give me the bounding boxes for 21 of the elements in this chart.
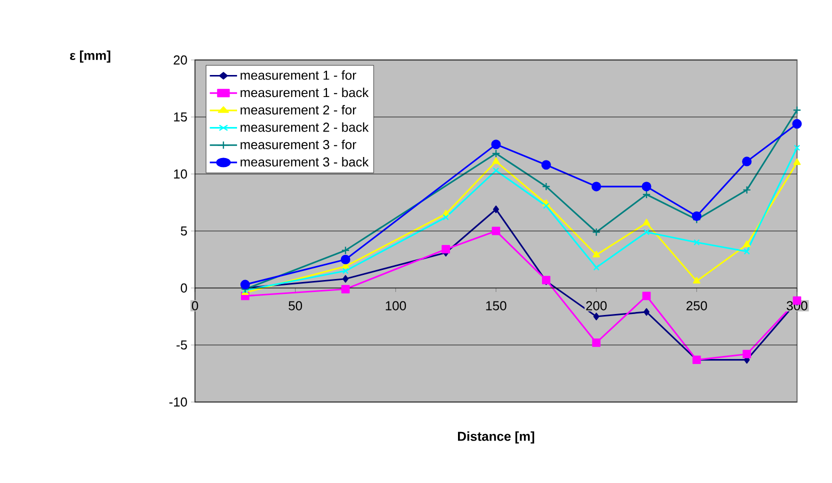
legend-label: measurement 3 - for <box>240 140 356 150</box>
x-tick-label: 200 <box>586 301 607 310</box>
legend-label: measurement 2 - for <box>240 105 356 114</box>
y-axis-title: ε [mm] <box>70 50 110 63</box>
x-axis-title: Distance [m] <box>458 431 534 444</box>
y-tick-label: 0 <box>180 283 187 293</box>
y-tick-label: -5 <box>176 340 187 350</box>
x-tick-label: 0 <box>192 301 198 310</box>
legend-label: measurement 2 - back <box>240 122 369 132</box>
x-tick-label: 50 <box>288 301 302 310</box>
y-tick-label: -10 <box>169 397 187 407</box>
y-tick-label: 5 <box>180 226 187 236</box>
y-tick-label: 10 <box>174 169 187 179</box>
legend-label: measurement 3 - back <box>240 157 369 167</box>
x-tick-label: 150 <box>486 301 506 310</box>
legend-label: measurement 1 - for <box>240 70 356 80</box>
y-tick-label: 15 <box>174 112 187 122</box>
y-tick-label: 20 <box>174 55 187 65</box>
x-tick-label: 250 <box>686 301 707 310</box>
legend-label: measurement 1 - back <box>240 88 369 98</box>
x-tick-label: 100 <box>386 301 406 310</box>
